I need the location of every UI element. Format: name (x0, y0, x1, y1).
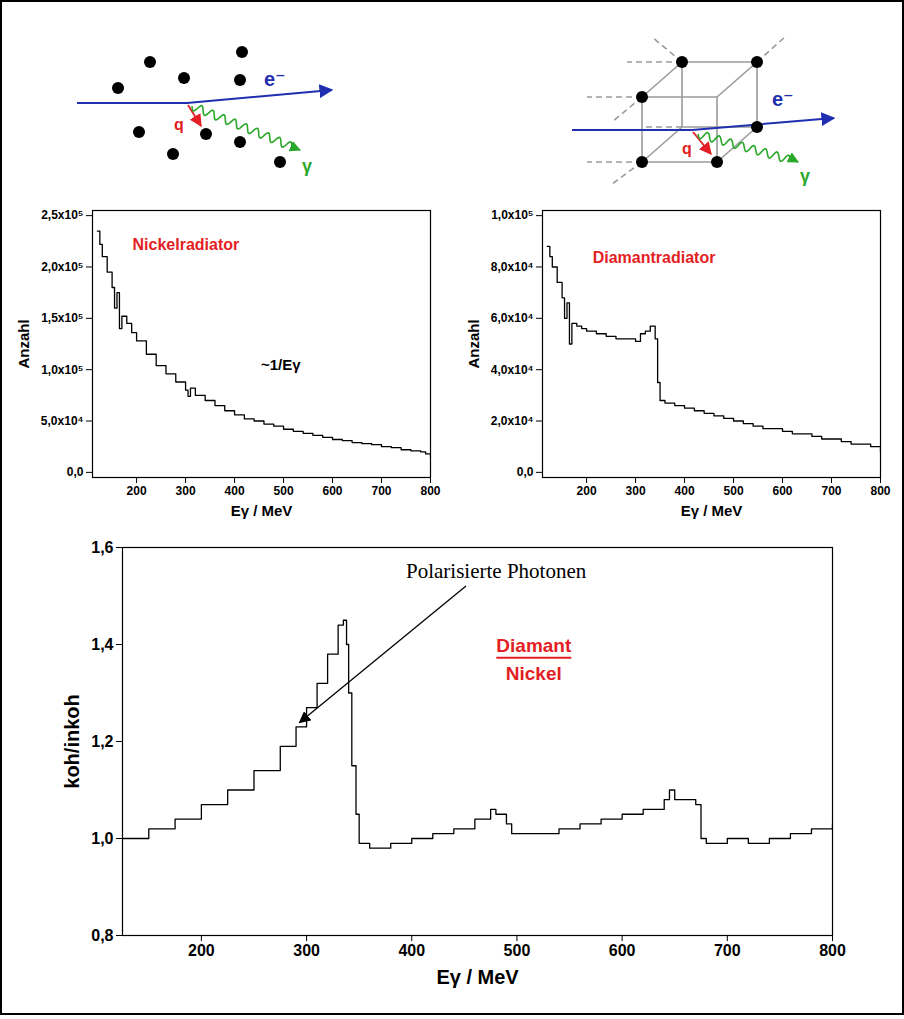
svg-text:γ: γ (800, 166, 810, 186)
svg-text:Anzahl: Anzahl (465, 319, 482, 368)
svg-text:Eγ / MeV: Eγ / MeV (681, 502, 743, 519)
svg-text:0,8: 0,8 (91, 927, 113, 944)
svg-text:1,0x10⁵: 1,0x10⁵ (491, 208, 533, 222)
svg-text:~1/Eγ: ~1/Eγ (261, 356, 301, 373)
svg-text:1,0x10⁵: 1,0x10⁵ (41, 363, 83, 377)
svg-text:200: 200 (127, 484, 147, 498)
svg-text:700: 700 (371, 484, 391, 498)
svg-text:4,0x10⁴: 4,0x10⁴ (491, 363, 534, 377)
svg-text:8,0x10⁴: 8,0x10⁴ (491, 260, 534, 274)
svg-text:Eγ / MeV: Eγ / MeV (231, 502, 293, 519)
svg-text:e⁻: e⁻ (772, 88, 794, 110)
svg-text:0,0: 0,0 (517, 465, 534, 479)
svg-text:700: 700 (821, 484, 841, 498)
svg-text:Diamant: Diamant (496, 635, 572, 656)
svg-text:0,0: 0,0 (67, 465, 84, 479)
svg-text:800: 800 (819, 942, 846, 959)
svg-text:Nickelradiator: Nickelradiator (133, 236, 240, 253)
svg-text:500: 500 (504, 942, 531, 959)
svg-text:Anzahl: Anzahl (15, 319, 32, 368)
svg-text:400: 400 (225, 484, 245, 498)
svg-text:600: 600 (609, 942, 636, 959)
svg-text:700: 700 (714, 942, 741, 959)
svg-text:800: 800 (870, 484, 890, 498)
svg-text:1,6: 1,6 (91, 539, 113, 556)
svg-text:koh/inkoh: koh/inkoh (61, 694, 83, 788)
svg-text:800: 800 (420, 484, 440, 498)
svg-text:6,0x10⁴: 6,0x10⁴ (491, 311, 534, 325)
svg-text:5,0x10⁴: 5,0x10⁴ (41, 414, 84, 428)
svg-text:q: q (682, 140, 692, 157)
svg-text:2,0x10⁴: 2,0x10⁴ (491, 414, 534, 428)
svg-text:Eγ / MeV: Eγ / MeV (436, 966, 519, 988)
svg-text:600: 600 (773, 484, 793, 498)
svg-text:1,4: 1,4 (91, 636, 113, 653)
svg-text:2,0x10⁵: 2,0x10⁵ (41, 260, 83, 274)
svg-text:500: 500 (274, 484, 294, 498)
svg-text:1,5x10⁵: 1,5x10⁵ (41, 311, 83, 325)
svg-text:400: 400 (398, 942, 425, 959)
svg-text:Nickel: Nickel (506, 663, 562, 684)
svg-text:Polarisierte Photonen: Polarisierte Photonen (406, 559, 587, 583)
svg-text:300: 300 (176, 484, 196, 498)
svg-text:γ: γ (302, 156, 312, 176)
svg-text:400: 400 (675, 484, 695, 498)
svg-text:e⁻: e⁻ (264, 68, 286, 90)
svg-text:q: q (174, 116, 184, 133)
svg-text:1,0: 1,0 (91, 830, 113, 847)
svg-text:1,2: 1,2 (91, 733, 113, 750)
svg-text:500: 500 (724, 484, 744, 498)
svg-text:300: 300 (293, 942, 320, 959)
svg-text:200: 200 (188, 942, 215, 959)
svg-text:2,5x10⁵: 2,5x10⁵ (41, 208, 83, 222)
svg-text:600: 600 (323, 484, 343, 498)
svg-text:Diamantradiator: Diamantradiator (593, 249, 716, 266)
svg-text:200: 200 (577, 484, 597, 498)
svg-text:300: 300 (626, 484, 646, 498)
